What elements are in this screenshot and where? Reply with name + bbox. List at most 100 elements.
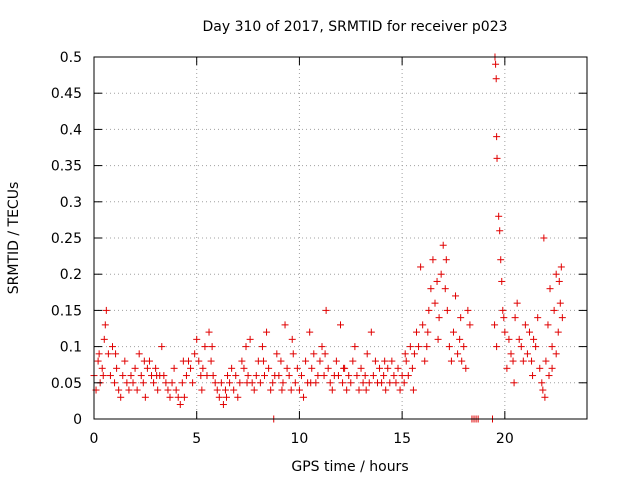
data-point	[213, 386, 221, 394]
data-point	[550, 306, 558, 314]
data-point	[545, 372, 553, 380]
data-point	[211, 379, 219, 387]
y-tick-label: 0	[73, 412, 82, 428]
data-point	[492, 60, 500, 68]
data-point	[135, 350, 143, 358]
data-point	[307, 379, 315, 387]
data-point	[365, 379, 373, 387]
data-point	[449, 328, 457, 336]
data-point	[164, 386, 172, 394]
data-point	[421, 357, 429, 365]
y-tick-label: 0.3	[60, 195, 82, 211]
data-point	[417, 263, 425, 271]
data-point	[427, 285, 435, 293]
data-point	[415, 343, 423, 351]
data-point	[398, 372, 406, 380]
data-point	[534, 314, 542, 322]
data-point	[222, 393, 230, 401]
data-point	[493, 133, 501, 141]
data-point	[409, 386, 417, 394]
data-point	[318, 343, 326, 351]
data-point	[355, 386, 363, 394]
data-point	[501, 328, 509, 336]
data-point	[457, 314, 465, 322]
data-point	[158, 343, 166, 351]
data-point	[279, 379, 287, 387]
data-point	[314, 372, 322, 380]
data-point	[464, 306, 472, 314]
data-point	[180, 393, 188, 401]
y-tick-label: 0.4	[60, 122, 82, 138]
data-point	[462, 364, 470, 372]
data-point	[269, 379, 277, 387]
data-point	[174, 393, 182, 401]
data-point	[203, 372, 211, 380]
data-point	[509, 357, 517, 365]
data-point	[153, 372, 161, 380]
data-point	[242, 343, 250, 351]
x-axis-label: GPS time / hours	[291, 459, 408, 475]
data-point	[94, 357, 102, 365]
data-point	[371, 357, 379, 365]
data-point	[528, 357, 536, 365]
data-point	[139, 379, 147, 387]
data-point	[246, 335, 254, 343]
data-point	[538, 379, 546, 387]
data-point	[265, 364, 273, 372]
data-point	[384, 364, 392, 372]
grid	[94, 57, 587, 419]
data-point	[500, 314, 508, 322]
data-point	[456, 335, 464, 343]
data-point	[523, 350, 531, 358]
data-point	[123, 379, 131, 387]
data-point	[540, 234, 548, 242]
data-point	[293, 364, 301, 372]
y-tick-labels: 0 0.05 0.1 0.15 0.2 0.25 0.3 0.35 0.4 0.45 0.5	[51, 50, 82, 428]
data-point	[396, 386, 404, 394]
data-point	[260, 372, 268, 380]
data-point	[404, 372, 412, 380]
data-point	[369, 372, 377, 380]
data-point	[321, 350, 329, 358]
data-point	[191, 350, 199, 358]
data-point	[539, 386, 547, 394]
data-point	[244, 372, 252, 380]
data-point	[507, 350, 515, 358]
data-point	[198, 386, 206, 394]
data-point	[361, 372, 369, 380]
data-point	[168, 379, 176, 387]
data-point	[101, 321, 109, 329]
data-point	[179, 357, 187, 365]
data-point	[367, 328, 375, 336]
data-point	[250, 386, 258, 394]
data-point	[513, 299, 521, 307]
data-point	[402, 357, 410, 365]
data-point	[392, 379, 400, 387]
data-point	[125, 386, 133, 394]
data-point	[443, 306, 451, 314]
data-point	[295, 386, 303, 394]
data-point	[413, 328, 421, 336]
data-point	[552, 270, 560, 278]
data-point	[127, 372, 135, 380]
y-tick-label: 0.15	[51, 303, 82, 319]
data-point	[215, 393, 223, 401]
data-point	[140, 357, 148, 365]
data-point	[221, 386, 229, 394]
data-point	[532, 343, 540, 351]
data-point	[273, 350, 281, 358]
data-point	[376, 364, 384, 372]
data-point	[133, 386, 141, 394]
data-point	[542, 357, 550, 365]
data-point	[226, 379, 234, 387]
data-point	[548, 364, 556, 372]
data-point	[256, 379, 264, 387]
data-points	[90, 53, 566, 423]
data-point	[228, 364, 236, 372]
data-point	[410, 350, 418, 358]
data-point	[275, 372, 283, 380]
data-point	[525, 328, 533, 336]
data-point	[243, 379, 251, 387]
data-point	[104, 350, 112, 358]
data-point	[259, 357, 267, 365]
